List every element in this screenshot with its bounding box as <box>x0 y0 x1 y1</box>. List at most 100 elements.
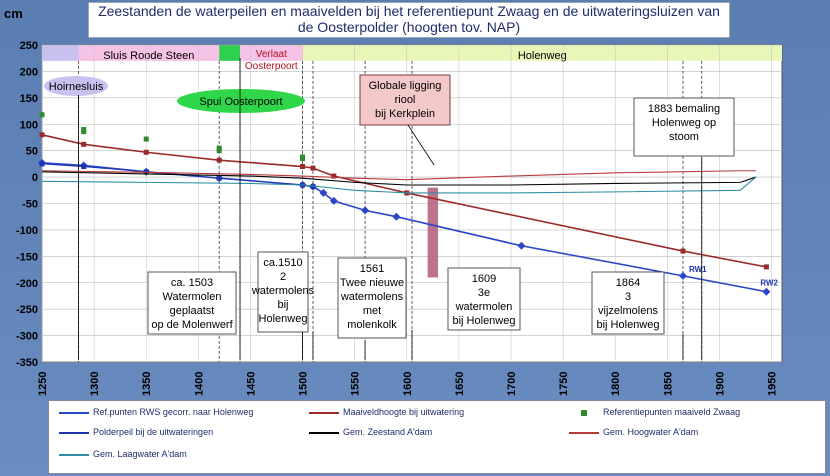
legend-item: Polderpeil bij de uitwateringen <box>59 427 213 437</box>
y-tick-label: -100 <box>16 225 38 237</box>
vijzelmolens-annotation-text: bij Holenweg <box>597 319 660 331</box>
x-tick-label: 1250 <box>37 372 49 396</box>
series-marker <box>331 173 337 179</box>
period-label: Sluis Roode Steen <box>103 50 194 62</box>
molenkolk-annotation-text: met <box>363 305 381 317</box>
bemaling-annotation-box <box>633 97 735 157</box>
period-band <box>240 45 303 61</box>
riool-annotation-text: Globale ligging <box>369 80 442 92</box>
riool-bar <box>427 187 439 278</box>
legend-label: Maaiveldhoogte bij uitwatering <box>343 407 465 417</box>
legend-item: Ref.punten RWS gecorr. naar Holenweg <box>59 407 253 417</box>
molenwerf-annotation-text: geplaatst <box>170 305 215 317</box>
x-tick-label: 1350 <box>141 372 153 396</box>
series-marker <box>216 157 222 163</box>
molenkolk-annotation-text: watermolens <box>340 291 404 303</box>
riool-annotation-box <box>359 74 451 126</box>
x-tick-label: 1950 <box>767 372 779 396</box>
series-marker <box>39 161 45 167</box>
molenwerf-annotation-text: ca. 1503 <box>171 277 213 289</box>
molenwerf-annotation-text: op de Molenwerf <box>151 319 233 331</box>
spui-label: Spui Oosterpoort <box>199 96 282 108</box>
period-label: Verlaat <box>256 49 287 60</box>
point-label: RW2 <box>760 279 778 288</box>
molenkolk-annotation-text: Twee nieuwe <box>340 277 404 289</box>
hoirnesluis-label: Hoirnesluis <box>49 81 104 93</box>
molenkolk-annotation-box <box>337 257 407 339</box>
x-tick-label: 1550 <box>350 372 362 396</box>
series-line <box>41 170 756 181</box>
y-tick-label: 250 <box>20 40 38 52</box>
legend-item: Referentiepunten maaiveld Zwaag <box>569 407 740 417</box>
x-tick-label: 1900 <box>714 372 726 396</box>
reference-marker <box>81 129 87 135</box>
series-marker <box>517 241 526 250</box>
holenweg-1510-annotation-text: 2 <box>280 271 286 283</box>
reference-marker <box>143 136 149 142</box>
molenkolk-annotation-text: molenkolk <box>347 319 397 331</box>
reference-marker <box>216 145 222 151</box>
y-tick-label: 50 <box>26 146 38 158</box>
legend-swatch <box>309 411 339 414</box>
chart-title: Zeestanden de waterpeilen en maaivelden … <box>98 3 720 35</box>
legend-label: Ref.punten RWS gecorr. naar Holenweg <box>93 407 254 417</box>
legend-swatch <box>59 453 89 456</box>
x-tick-label: 1450 <box>245 372 257 396</box>
vijzelmolens-annotation-text: 1864 <box>616 277 640 289</box>
reference-marker <box>300 156 306 162</box>
watermolen-1609-annotation-text: watermolen <box>455 301 513 313</box>
holenweg-1510-annotation-text: watermolens <box>251 285 315 297</box>
series-marker <box>216 175 222 181</box>
series-line <box>41 176 757 194</box>
y-axis-unit-label: cm <box>4 6 23 21</box>
series-marker <box>81 164 87 170</box>
holenweg-1510-annotation-box <box>257 251 309 333</box>
series-marker <box>143 149 149 155</box>
riool-annotation-text: bij Kerkplein <box>375 108 435 120</box>
legend-swatch <box>309 431 339 434</box>
y-tick-label: -350 <box>16 357 38 369</box>
bemaling-annotation-text: 1883 bemaling <box>648 103 720 115</box>
y-tick-label: -250 <box>16 304 38 316</box>
series-marker <box>361 206 370 215</box>
legend-swatch <box>569 431 599 434</box>
vijzelmolens-annotation-box <box>591 271 665 335</box>
y-tick-label: 0 <box>32 172 38 184</box>
series-marker <box>319 188 328 197</box>
legend-item: Maaiveldhoogte bij uitwatering <box>309 407 464 417</box>
legend-swatch <box>59 411 89 414</box>
y-tick-label: 200 <box>20 66 38 78</box>
period-label: Holenweg <box>518 50 567 62</box>
series-marker <box>39 132 45 138</box>
point-label: RW1 <box>689 265 707 274</box>
reference-marker <box>39 112 45 118</box>
legend-label: Polderpeil bij de uitwateringen <box>93 427 214 437</box>
x-tick-label: 1750 <box>558 372 570 396</box>
x-tick-label: 1700 <box>506 372 518 396</box>
watermolen-1609-annotation-text: 3e <box>478 287 490 299</box>
series-marker <box>762 287 771 296</box>
series-line <box>41 171 757 186</box>
holenweg-1510-annotation-text: bij <box>277 299 288 311</box>
x-tick-label: 1400 <box>193 372 205 396</box>
vijzelmolens-annotation-text: 3 <box>625 291 631 303</box>
bemaling-annotation-text: Holenweg op <box>652 117 716 129</box>
period-band <box>219 45 241 61</box>
y-tick-label: -300 <box>16 331 38 343</box>
x-tick-label: 1800 <box>610 372 622 396</box>
series-marker <box>763 264 769 270</box>
holenweg-1510-annotation-text: ca.1510 <box>263 257 302 269</box>
hoirnesluis-bubble <box>44 76 108 96</box>
x-tick-label: 1600 <box>402 372 414 396</box>
spui-bubble <box>177 89 305 113</box>
period-band <box>302 45 782 61</box>
y-tick-label: -150 <box>16 251 38 263</box>
legend-item: Gem. Hoogwater A'dam <box>569 427 698 437</box>
molenwerf-annotation-box <box>147 271 237 335</box>
legend-swatch <box>59 431 89 434</box>
x-tick-label: 1850 <box>662 372 674 396</box>
series-marker <box>680 248 686 254</box>
period-label: Oosterpoort <box>245 61 298 72</box>
